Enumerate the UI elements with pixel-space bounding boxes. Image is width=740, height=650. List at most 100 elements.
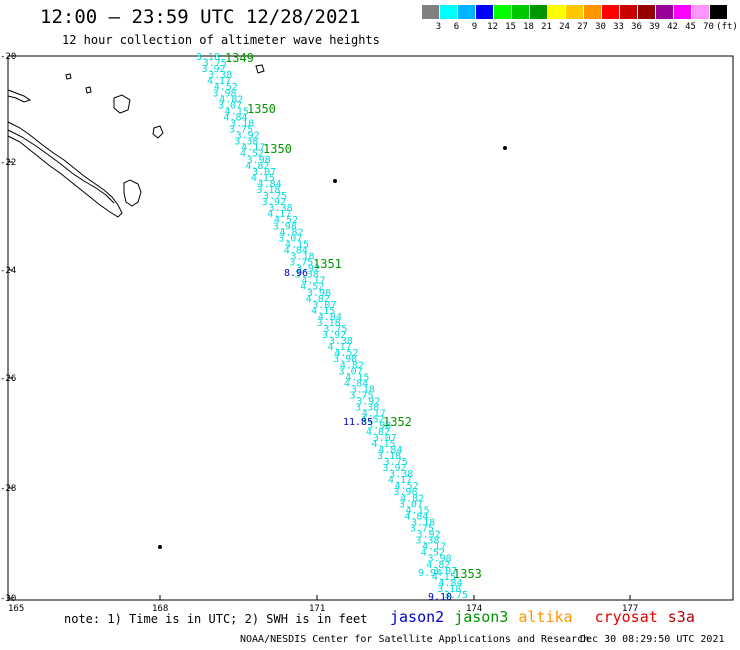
track-value: 9.94 [418,568,442,579]
track-value: 3.92 [322,330,346,341]
track-value: 3.92 [236,131,260,142]
new-caledonia-coast [7,121,123,218]
lon-label: 165 [8,604,24,614]
track-value: 3.18 [256,185,280,196]
legend-swatch [674,5,691,19]
time-label: 1350 [263,142,292,156]
track-value: 4.52 [360,415,384,426]
time-label: 1352 [383,415,412,429]
track-value: 4.82 [306,294,330,305]
track-value: 3.92 [296,264,320,275]
time-label: 1349 [225,51,254,65]
track-value: 4.82 [280,227,304,238]
track-value: 3.18 [351,384,375,395]
track-value: 3.75 [323,324,347,335]
track-value: 4.82 [426,560,450,571]
legend-swatch [692,5,709,19]
islet-b [85,86,92,94]
islet-e [158,545,162,549]
legend-swatch [494,5,511,19]
time-label: 1351 [313,257,342,271]
track-value: 3.07 [433,566,457,577]
track-value: 3.18 [317,318,341,329]
loyalty-island-1 [113,94,131,114]
track-value: 3.75 [203,58,227,69]
track-value: 4.84 [404,511,428,522]
track-value: 4.84 [223,112,247,123]
legend-swatch [584,5,601,19]
track-value: 3.92 [417,530,441,541]
lat-label: -22 [0,158,16,168]
track-value: 3.07 [312,300,336,311]
track-value: 4.17 [422,542,446,553]
track-value: 4.84 [284,245,308,256]
loyalty-island-3 [255,64,265,74]
track-value: 4.17 [328,342,352,353]
track-value: 3.38 [269,203,293,214]
legend-label: 15 [505,22,516,32]
track-value: 3.07 [252,167,276,178]
lon-label: 174 [466,604,482,614]
legend-swatch [476,5,493,19]
track-value: 3.75 [444,590,468,601]
islet-a [65,73,72,80]
legend-swatch [602,5,619,19]
track-value: 4.17 [267,209,291,220]
track-value: 3.75 [384,457,408,468]
track-value: 4.82 [219,94,243,105]
lat-label: -26 [0,374,16,384]
track-value: 3.18 [377,451,401,462]
track-value: 4.15 [432,572,456,583]
axis-ticks: -20-22-24-26-28-30165168171174177 [0,52,638,614]
track-value-highlight: 11.85 [343,417,373,428]
track-value: 3.98 [393,487,417,498]
track-value: 3.92 [201,64,225,75]
track-value: 3.75 [263,191,287,202]
satellite-name: s3a [667,608,695,626]
track-value-end: 9.10 [428,592,452,603]
track-value: 3.07 [399,499,423,510]
lat-label: -20 [0,52,16,62]
legend-unit: (ft) [716,22,738,32]
track-value: 4.52 [334,348,358,359]
legend-swatch [638,5,655,19]
track-value: 4.52 [300,282,324,293]
satellite-name: altika [518,608,573,626]
track-value: 4.52 [214,82,238,93]
track-value: 3.38 [415,536,439,547]
track-value: 3.18 [290,251,314,262]
track-value: 4.82 [366,427,390,438]
legend-label: 42 [667,22,678,32]
track-value: 3.38 [329,336,353,347]
track-value: 3.98 [273,221,297,232]
legend-swatch [620,5,637,19]
track-value: 3.38 [295,270,319,281]
track-value: 3.98 [333,354,357,365]
satellite-name: jason3 [454,608,509,626]
track-value: 4.15 [225,106,249,117]
track-value: 3.92 [382,463,406,474]
legend-swatch [512,5,529,19]
legend-label: 39 [649,22,660,32]
track-value: 3.98 [428,554,452,565]
track-time-labels: 1349 1350 1350 1351 1352 1353 [225,51,482,581]
track-value: 4.82 [400,493,424,504]
legend-label: 36 [631,22,642,32]
satellite-name: cryosat [594,608,658,626]
track-value: 3.07 [373,433,397,444]
legend-label: 45 [685,22,696,32]
map-title: 12:00 — 23:59 UTC 12/28/2021 [40,6,361,28]
track-value: 4.17 [362,409,386,420]
legend-swatch [458,5,475,19]
track-value: 3.92 [356,397,380,408]
track-value: 3.07 [278,233,302,244]
track-value: 3.07 [218,100,242,111]
lat-label: -24 [0,266,16,276]
coastline [7,64,507,549]
legend-swatch [440,5,457,19]
legend-label: 27 [577,22,588,32]
loyalty-island-2 [152,125,164,139]
track-value: 3.38 [389,469,413,480]
track-value: 3.18 [437,584,461,595]
